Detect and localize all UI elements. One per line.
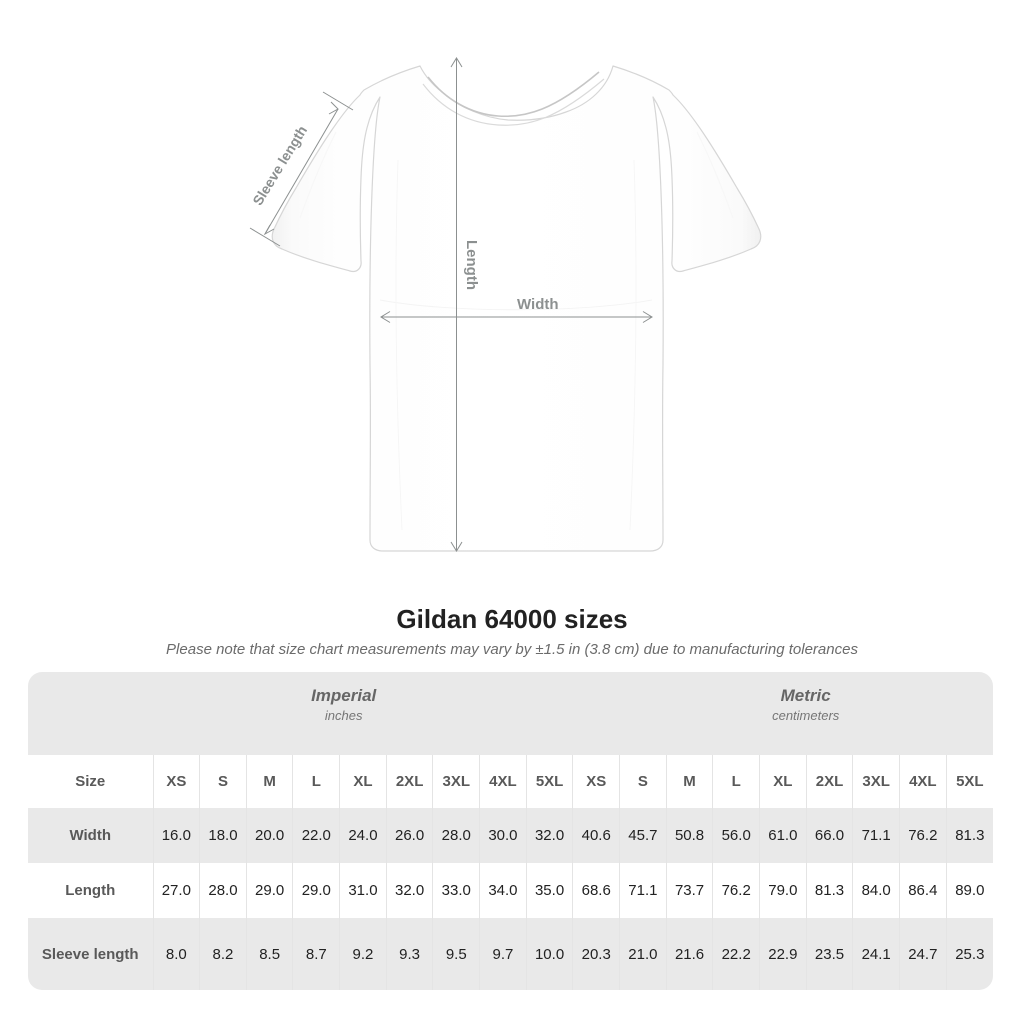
svg-text:Length: Length: [463, 240, 480, 290]
svg-text:Width: Width: [517, 296, 559, 313]
